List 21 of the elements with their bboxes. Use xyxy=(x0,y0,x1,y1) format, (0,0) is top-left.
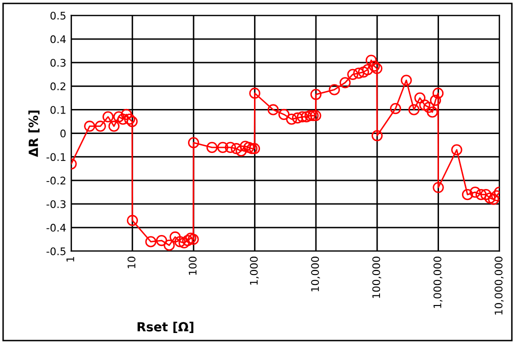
x-tick-label: 1,000 xyxy=(250,256,259,285)
y-tick-label: -0.1 xyxy=(46,153,66,161)
y-tick-label: -0.5 xyxy=(46,247,66,256)
x-tick-label: 100 xyxy=(188,256,197,275)
x-axis-title: Rset [Ω] xyxy=(138,322,194,333)
x-tick-label: 10,000,000 xyxy=(494,256,504,314)
x-tick-label: 10 xyxy=(128,256,136,268)
y-axis-title: ΔR [%] xyxy=(28,110,40,158)
x-tick-label: 1 xyxy=(66,256,74,262)
y-tick-label: 0.1 xyxy=(50,106,66,114)
x-tick-label: 1,000,000 xyxy=(433,256,442,308)
y-tick-label: 0.5 xyxy=(50,12,66,20)
x-tick-label: 10,000 xyxy=(311,256,320,292)
y-tick-label: 0.3 xyxy=(50,58,66,67)
y-tick-label: 0 xyxy=(60,130,66,138)
y-tick-label: -0.4 xyxy=(46,224,66,232)
y-tick-label: -0.3 xyxy=(46,200,66,208)
y-tick-label: 0.4 xyxy=(50,35,66,44)
x-tick-label: 100,000 xyxy=(372,256,382,298)
y-tick-label: 0.2 xyxy=(50,82,66,90)
y-tick-label: -0.2 xyxy=(46,176,66,185)
